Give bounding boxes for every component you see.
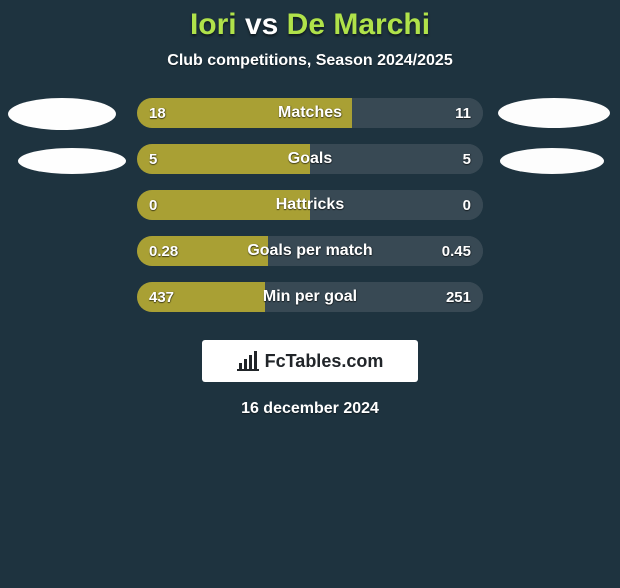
brand-box: FcTables.com [202, 340, 418, 382]
date-line: 16 december 2024 [0, 400, 620, 418]
title-separator: vs [245, 8, 278, 41]
compare-area: 1811Matches 55Goals 00Hattricks 0.280.45Goa… [0, 98, 620, 312]
stat-label: Goals [137, 144, 483, 174]
stat-label: Goals per match [137, 236, 483, 266]
title-player2: De Marchi [287, 8, 430, 41]
stat-label: Min per goal [137, 282, 483, 312]
brand-text: FcTables.com [265, 351, 384, 372]
page-title: Iori vs De Marchi [0, 8, 620, 42]
ellipse-right-2 [500, 148, 604, 174]
ellipse-left-1 [8, 98, 116, 130]
ellipse-right-1 [498, 98, 610, 128]
stat-row: 00Hattricks [137, 190, 483, 220]
title-player1: Iori [190, 8, 237, 41]
stat-row: 437251Min per goal [137, 282, 483, 312]
stat-label: Hattricks [137, 190, 483, 220]
stat-row: 0.280.45Goals per match [137, 236, 483, 266]
subtitle: Club competitions, Season 2024/2025 [0, 52, 620, 70]
stat-rows: 1811Matches 55Goals 00Hattricks 0.280.45Goa… [137, 98, 483, 312]
bars-chart-icon [237, 351, 259, 371]
stat-row: 1811Matches [137, 98, 483, 128]
stat-label: Matches [137, 98, 483, 128]
stat-row: 55Goals [137, 144, 483, 174]
ellipse-left-2 [18, 148, 126, 174]
